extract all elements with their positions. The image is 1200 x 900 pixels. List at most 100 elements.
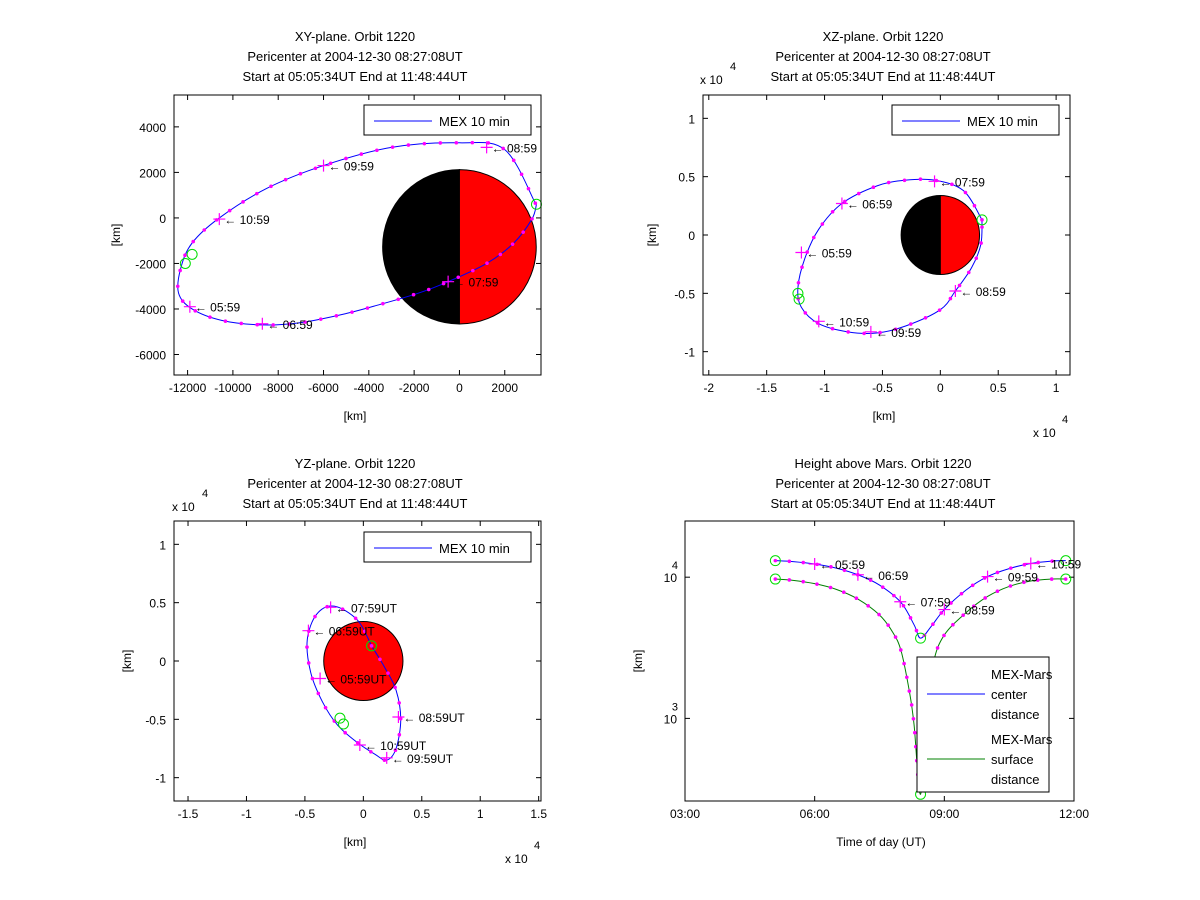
- orbit-sample-point: [511, 158, 516, 163]
- hour-plus-marker: [1024, 557, 1037, 570]
- orbit-sample-point: [306, 661, 311, 665]
- x-tick-label-height: 03:00: [670, 807, 700, 821]
- hour-plus-marker: [812, 315, 825, 328]
- title-yz-line2: Pericenter at 2004-12-30 08:27:08UT: [247, 476, 462, 491]
- orbit-sample-point: [344, 156, 348, 161]
- hour-annotation: ← 05:59: [806, 247, 852, 261]
- orbit-sample-point: [533, 201, 538, 205]
- x-tick-label-xz: -1.5: [756, 381, 777, 395]
- orbit-sample-point: [193, 309, 198, 313]
- x-tick-label-height: 09:00: [929, 807, 959, 821]
- plot-xz: -2 -1.5 -1 -0.5 0 0.5 1 -1 -0.5 0 0.5 1 ← 07:59 ← 06:…: [674, 95, 1070, 395]
- series-sample-point: [908, 616, 913, 620]
- position-circle-marker: [337, 718, 349, 730]
- xlabel-yz: [km]: [344, 835, 367, 849]
- y-tick-label-height: 10: [664, 712, 678, 726]
- series-sample-point: [983, 596, 987, 600]
- hour-plus-marker: [851, 568, 864, 581]
- legend-center-line1: MEX-Mars: [991, 667, 1053, 682]
- legend-height: MEX-Mars center distance MEX-Mars surfac…: [916, 656, 1053, 793]
- orbit-sample-point: [180, 299, 185, 303]
- orbit-sample-point: [426, 287, 431, 292]
- series-sample-point: [893, 635, 898, 639]
- hour-annotation: ← 10:59: [224, 213, 270, 227]
- legend-surface-line3: distance: [991, 772, 1039, 787]
- orbit-sample-point: [241, 200, 245, 204]
- position-circle-marker: [976, 214, 988, 226]
- orbit-sample-point: [310, 676, 315, 681]
- series-sample-point: [1036, 560, 1040, 565]
- orbit-sample-point: [974, 256, 979, 261]
- orbit-sample-point: [381, 301, 385, 306]
- orbit-sample-point: [313, 614, 317, 619]
- legend-label-yz: MEX 10 min: [439, 541, 510, 556]
- position-circle-marker: [769, 555, 781, 567]
- orbit-sample-point: [803, 311, 808, 315]
- series-sample-point: [959, 591, 964, 596]
- ylabel-yz: [km]: [120, 650, 134, 673]
- axes-box-height: [684, 520, 1075, 802]
- mars-day-side: [458, 169, 537, 325]
- hour-annotation: ← 06:59UT: [313, 625, 375, 639]
- series-sample-point: [909, 703, 914, 707]
- x-tick-label-yz: -0.5: [295, 807, 316, 821]
- series-sample-point: [951, 622, 955, 627]
- orbit-sample-point: [530, 217, 534, 221]
- hour-annotation: ← 08:59: [492, 141, 538, 155]
- orbit-sample-point: [950, 182, 954, 187]
- position-circle-marker: [1060, 573, 1072, 585]
- legend-surface-line1: MEX-Mars: [991, 732, 1053, 747]
- series-sample-point: [961, 613, 965, 617]
- orbit-sample-point: [362, 629, 367, 634]
- orbit-sample-point: [972, 203, 977, 208]
- orbit-sample-point: [820, 222, 825, 226]
- series-sample-point: [912, 730, 917, 735]
- series-sample-point: [1063, 577, 1068, 581]
- series-sample-point: [949, 601, 953, 605]
- hour-annotation: ← 10:59: [824, 315, 870, 329]
- x-tick-label-xz: -1: [819, 381, 830, 395]
- hour-annotation: ← 06:59: [847, 198, 893, 212]
- x-tick-label-xz: -0.5: [872, 381, 893, 395]
- position-circle-marker: [1060, 555, 1072, 567]
- series-sample-point: [829, 565, 833, 569]
- orbit-sample-point: [886, 180, 891, 185]
- orbit-sample-point: [375, 148, 379, 153]
- hour-plus-marker: [314, 672, 327, 685]
- orbit-sample-point: [208, 315, 212, 319]
- ylabel-xy: [km]: [109, 224, 123, 247]
- series-sample-point: [787, 559, 792, 564]
- title-height-line3: Start at 05:05:34UT End at 11:48:44UT: [771, 496, 996, 511]
- orbit-sample-point: [397, 701, 401, 705]
- series-sample-point: [1022, 580, 1026, 585]
- legend-xz: MEX 10 min: [891, 104, 1060, 136]
- hour-plus-marker: [949, 285, 962, 297]
- hour-plus-marker: [928, 175, 941, 188]
- x-tick-label-xy: -2000: [399, 381, 430, 395]
- mars-disk: [323, 620, 404, 702]
- series-sample-point: [854, 596, 859, 600]
- legend-box-xz: [891, 104, 1060, 136]
- x-multiplier-xz: x 10: [1033, 426, 1056, 440]
- series-sample-point: [866, 603, 870, 608]
- hour-annotation: ← 06:59: [863, 569, 909, 583]
- xlabel-height: Time of day (UT): [836, 835, 926, 849]
- title-height-line2: Pericenter at 2004-12-30 08:27:08UT: [775, 476, 990, 491]
- y-tick-label-height: 10: [664, 571, 678, 585]
- orbit-sample-point: [470, 140, 475, 145]
- x-tick-label-height: 06:00: [800, 807, 830, 821]
- hour-plus-marker: [981, 570, 994, 583]
- panel-height: Height above Mars. Orbit 1220 Pericenter…: [631, 456, 1089, 849]
- hour-annotation: ← 05:59: [820, 558, 866, 572]
- series-sample-point: [868, 578, 873, 582]
- legend-box-yz: [363, 531, 532, 563]
- title-xy-line1: XY-plane. Orbit 1220: [295, 29, 415, 44]
- series-sample-point: [815, 582, 819, 586]
- position-circle-marker: [366, 640, 378, 652]
- orbit-sample-point: [893, 327, 898, 332]
- position-circle-marker: [792, 287, 804, 299]
- orbit-sample-point: [456, 275, 461, 280]
- orbit-sample-point: [871, 185, 876, 190]
- y-tick-label-xz: -1: [684, 346, 695, 360]
